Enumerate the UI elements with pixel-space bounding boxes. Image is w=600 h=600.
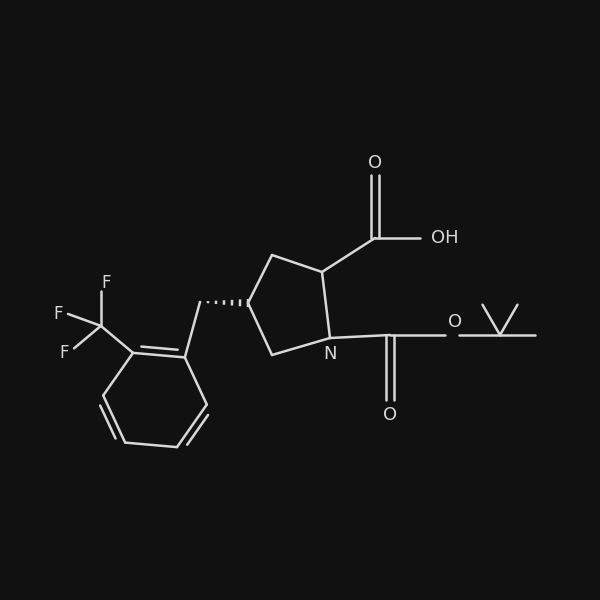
Text: O: O xyxy=(448,313,462,331)
Text: N: N xyxy=(323,345,337,363)
Text: O: O xyxy=(383,406,397,424)
Text: O: O xyxy=(368,154,382,172)
Text: F: F xyxy=(59,344,69,362)
Text: OH: OH xyxy=(431,229,459,247)
Text: F: F xyxy=(101,274,110,292)
Text: F: F xyxy=(53,305,63,323)
